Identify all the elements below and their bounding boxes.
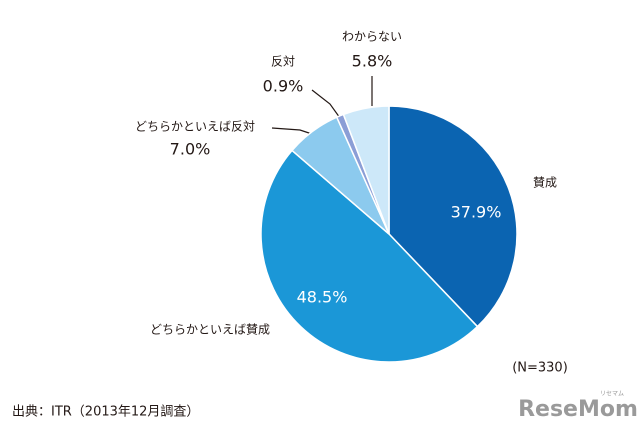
category-label: どちらかといえば反対 [135, 120, 255, 134]
leader-line [311, 89, 341, 119]
pie-slice [388, 105, 518, 328]
pie-slice [260, 149, 479, 363]
value-label: 7.0% [170, 140, 211, 159]
value-label: 37.9% [451, 203, 502, 222]
category-label: わからない [342, 30, 402, 44]
watermark-kana: リセマム [600, 391, 624, 398]
category-label: どちらかといえば賛成 [150, 323, 270, 337]
value-label: 5.8% [352, 52, 393, 71]
source: 出典：ITR（2013年12月調査） [12, 405, 199, 420]
category-label: 反対 [271, 55, 295, 69]
sample-size: (N=330) [512, 361, 568, 376]
pie-slice [342, 105, 390, 235]
category-label: 賛成 [533, 176, 557, 190]
watermark-logo: ReseMom [518, 397, 638, 422]
value-label: 0.9% [263, 77, 304, 96]
value-label: 48.5% [297, 288, 348, 307]
